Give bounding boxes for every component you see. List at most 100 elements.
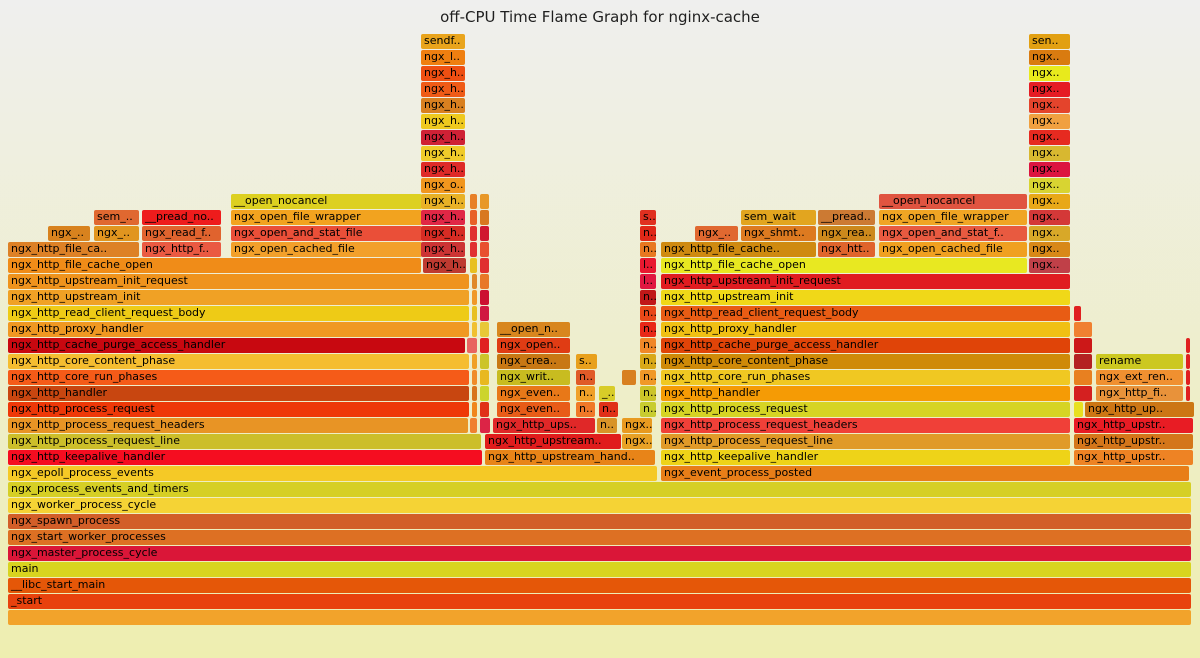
flame-frame[interactable]: ngx_..: [48, 226, 90, 241]
flame-frame[interactable]: ngx_open..: [497, 338, 570, 353]
flame-frame[interactable]: [472, 322, 477, 337]
flame-frame[interactable]: ngx_start_worker_processes: [8, 530, 1191, 545]
flame-frame[interactable]: [480, 306, 489, 321]
flame-frame[interactable]: ngx..: [1029, 178, 1070, 193]
flame-frame[interactable]: [472, 290, 477, 305]
flame-frame[interactable]: ngx_http_proxy_handler: [8, 322, 469, 337]
flame-frame[interactable]: ngx_open_cached_file: [231, 242, 422, 257]
flame-frame[interactable]: ngx_http_read_client_request_body: [8, 306, 469, 321]
flame-frame[interactable]: ngx_http_upstream_init_request: [661, 274, 1070, 289]
flame-frame[interactable]: ngx_h..: [421, 194, 465, 209]
flame-frame[interactable]: [480, 418, 490, 433]
flame-frame[interactable]: l..: [640, 258, 656, 273]
flame-frame[interactable]: ngx_o..: [421, 178, 465, 193]
flame-frame[interactable]: ngx..: [1029, 210, 1070, 225]
flame-frame[interactable]: _start: [8, 594, 1191, 609]
flame-frame[interactable]: ngx_writ..: [497, 370, 570, 385]
flame-frame[interactable]: __open_nocancel: [879, 194, 1027, 209]
flame-frame[interactable]: ngx..: [1029, 50, 1070, 65]
flame-frame[interactable]: ngx..: [1029, 114, 1070, 129]
flame-frame[interactable]: ngx_http_fi..: [1096, 386, 1183, 401]
flame-frame[interactable]: s..: [576, 354, 597, 369]
flame-frame[interactable]: n..: [640, 354, 656, 369]
flame-frame[interactable]: [1074, 402, 1083, 417]
flame-frame[interactable]: ngx_open_file_wrapper: [231, 210, 422, 225]
flame-frame[interactable]: n..: [576, 370, 595, 385]
flame-frame[interactable]: ngx_http_core_run_phases: [8, 370, 469, 385]
flame-frame[interactable]: [480, 386, 489, 401]
flame-frame[interactable]: [472, 274, 477, 289]
flame-frame[interactable]: sen..: [1029, 34, 1070, 49]
flame-frame[interactable]: ngx_master_process_cycle: [8, 546, 1191, 561]
flame-frame[interactable]: main: [8, 562, 1191, 577]
flame-frame[interactable]: ngx_http_keepalive_handler: [8, 450, 482, 465]
flame-frame[interactable]: __libc_start_main: [8, 578, 1191, 593]
flame-frame[interactable]: [472, 370, 477, 385]
flame-frame[interactable]: ngx_shmt..: [741, 226, 816, 241]
flame-frame[interactable]: [1074, 306, 1081, 321]
flame-frame[interactable]: ngx_even..: [497, 386, 570, 401]
flame-frame[interactable]: ngx_open_file_wrapper: [879, 210, 1027, 225]
flame-frame[interactable]: ngx_http_upstr..: [1074, 418, 1193, 433]
flame-frame[interactable]: ngx_h..: [421, 130, 465, 145]
flame-frame[interactable]: [1074, 370, 1092, 385]
flame-frame[interactable]: ngx_h..: [421, 98, 465, 113]
flame-frame[interactable]: s..: [640, 210, 656, 225]
flame-frame[interactable]: ngx_h..: [421, 82, 465, 97]
flame-frame[interactable]: [470, 242, 477, 257]
flame-frame[interactable]: ngx..: [1029, 82, 1070, 97]
flame-frame[interactable]: [470, 226, 477, 241]
flame-frame[interactable]: ngx_l..: [421, 50, 465, 65]
flame-frame[interactable]: ngx_h..: [421, 146, 465, 161]
flame-frame[interactable]: ngx..: [1029, 226, 1070, 241]
flame-frame[interactable]: [480, 354, 489, 369]
flame-frame[interactable]: ngx_ext_ren..: [1096, 370, 1183, 385]
flame-frame[interactable]: ngx_process_events_and_timers: [8, 482, 1191, 497]
flame-frame[interactable]: sem_..: [94, 210, 139, 225]
flame-frame[interactable]: ngx_h..: [423, 258, 466, 273]
flame-frame[interactable]: n..: [640, 226, 656, 241]
flame-frame[interactable]: ngx_http_up..: [1085, 402, 1194, 417]
flame-frame[interactable]: [480, 338, 489, 353]
flame-frame[interactable]: ngx_open_and_stat_f..: [879, 226, 1027, 241]
flame-frame[interactable]: n..: [640, 402, 656, 417]
flame-frame[interactable]: ngx_http_handler: [8, 386, 469, 401]
flame-frame[interactable]: [472, 306, 477, 321]
flame-frame[interactable]: [480, 242, 489, 257]
flame-frame[interactable]: ngx_http_process_request_line: [8, 434, 481, 449]
flame-frame[interactable]: [480, 210, 489, 225]
flame-frame[interactable]: [470, 258, 477, 273]
flame-frame[interactable]: [480, 402, 489, 417]
flame-frame[interactable]: ngx_http_upstream_init: [8, 290, 469, 305]
flame-frame[interactable]: ngx_h..: [421, 210, 465, 225]
flame-frame[interactable]: ngx_http_read_client_request_body: [661, 306, 1070, 321]
flame-frame[interactable]: ngx_http_keepalive_handler: [661, 450, 1070, 465]
flame-frame[interactable]: [472, 354, 477, 369]
flame-frame[interactable]: __pread..: [818, 210, 875, 225]
flame-frame[interactable]: ngx_http_upstr..: [1074, 434, 1193, 449]
flame-frame[interactable]: ngx_http_process_request_headers: [8, 418, 468, 433]
flame-frame[interactable]: ngx_http_file_cache..: [661, 242, 816, 257]
flame-frame[interactable]: ngx_http_handler: [661, 386, 1070, 401]
flame-frame[interactable]: n..: [640, 290, 656, 305]
flame-frame[interactable]: ngx_worker_process_cycle: [8, 498, 1191, 513]
flame-frame[interactable]: [1186, 386, 1190, 401]
flame-frame[interactable]: ngx_h..: [421, 162, 465, 177]
flame-frame[interactable]: [480, 258, 489, 273]
flame-frame[interactable]: n..: [640, 306, 656, 321]
flame-frame[interactable]: rename: [1096, 354, 1183, 369]
flame-frame[interactable]: n..: [640, 338, 656, 353]
flame-frame[interactable]: ngx_http_process_request: [661, 402, 1070, 417]
flame-frame[interactable]: [470, 418, 477, 433]
flame-frame[interactable]: ngx_http_file_cache_open: [8, 258, 421, 273]
flame-frame[interactable]: [480, 322, 489, 337]
flame-frame[interactable]: [472, 402, 477, 417]
flame-frame[interactable]: ngx_http_file_cache_open: [661, 258, 1027, 273]
flame-frame[interactable]: ngx_http_upstream_init_request: [8, 274, 469, 289]
flame-frame[interactable]: n..: [640, 322, 656, 337]
flame-frame[interactable]: ngx_http_process_request: [8, 402, 469, 417]
flame-frame[interactable]: n..: [640, 370, 656, 385]
flame-frame[interactable]: ngx..: [1029, 194, 1070, 209]
flame-frame[interactable]: ngx_http_upstream_hand..: [485, 450, 655, 465]
flame-frame[interactable]: ngx_..: [94, 226, 139, 241]
